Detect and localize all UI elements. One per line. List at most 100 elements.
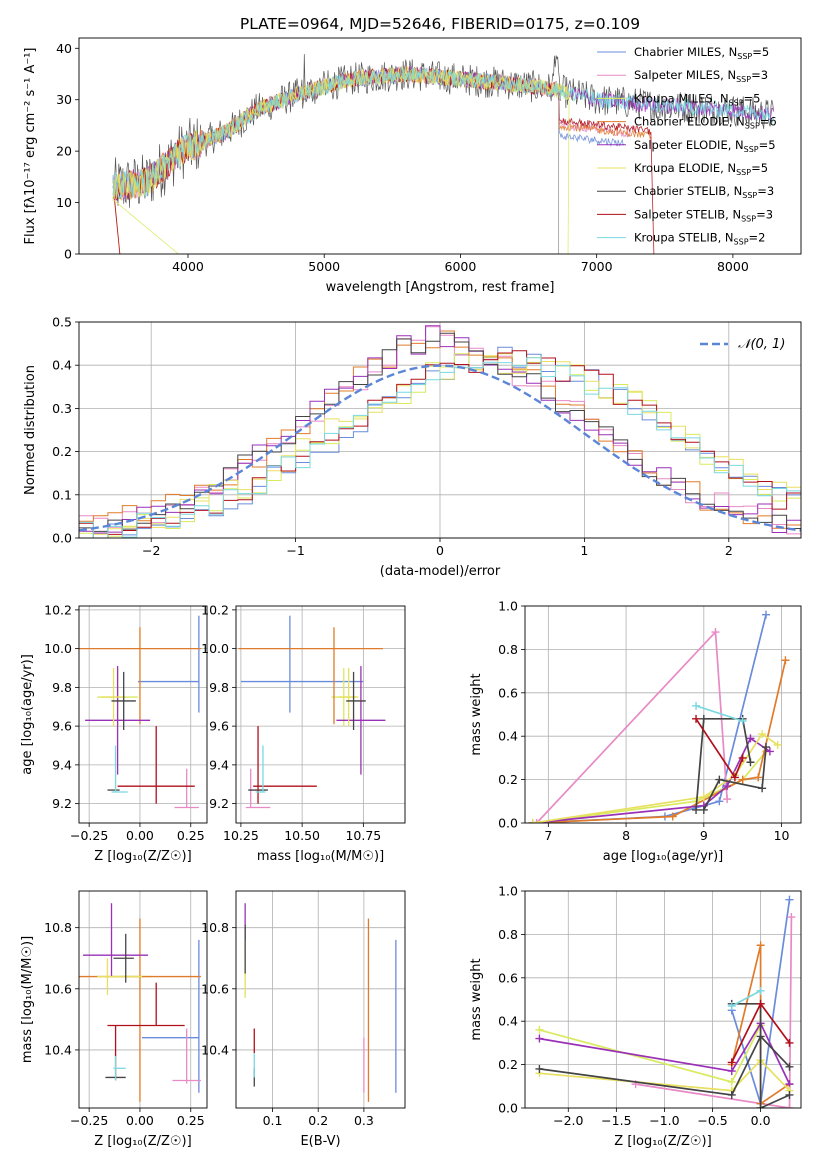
y-tick-label: 20 bbox=[56, 144, 72, 159]
weight-marker-6 bbox=[746, 758, 755, 767]
weight-marker-7 bbox=[730, 773, 739, 782]
weight-marker-3 bbox=[781, 656, 790, 665]
weight-marker-0 bbox=[715, 797, 724, 806]
weight-marker-1 bbox=[711, 628, 720, 637]
y-tick-label: 0.2 bbox=[498, 1057, 518, 1072]
y-tick-label: 30 bbox=[56, 92, 72, 107]
weight-marker-6 bbox=[692, 805, 701, 814]
spectrum-lines bbox=[112, 54, 774, 254]
y-tick-label: 0.0 bbox=[498, 1101, 518, 1116]
weight-marker-3 bbox=[668, 812, 677, 821]
weight-line-2 bbox=[532, 750, 767, 823]
weight-marker-2 bbox=[535, 1025, 544, 1034]
histogram-series-8 bbox=[79, 357, 801, 538]
x-tick-label: −2.0 bbox=[553, 1113, 583, 1128]
x-tick-label: 8000 bbox=[717, 259, 749, 274]
weight-marker-3 bbox=[756, 941, 765, 950]
plot-frame bbox=[524, 605, 802, 824]
y-tick-label: 0.2 bbox=[52, 444, 72, 459]
y-tick-label: 1.0 bbox=[498, 599, 518, 614]
mass-vs-extinction-panel: 0.1 0.2 0.3 10.4 10.6 10.8 E(B-V) bbox=[201, 890, 406, 1149]
y-tick-label: 10.2 bbox=[201, 602, 229, 617]
x-axis-label: wavelength [Angstrom, rest frame] bbox=[326, 280, 555, 295]
weight-marker-4 bbox=[746, 734, 755, 743]
legend-entry: Chabrier MILES, NSSP=5 bbox=[634, 45, 769, 61]
legend-entry: Salpeter STELIB, NSSP=3 bbox=[634, 207, 773, 223]
legend-entry: Kroupa ELODIE, NSSP=5 bbox=[634, 161, 768, 177]
x-axis-label: mass [log₁₀(M/M☉)] bbox=[257, 849, 384, 864]
x-tick-label: −2 bbox=[142, 543, 160, 558]
weight-marker-7 bbox=[785, 1038, 794, 1047]
weight-marker-8 bbox=[738, 717, 747, 726]
weight-line-6 bbox=[731, 1002, 790, 1108]
weight-marker-6 bbox=[785, 1090, 794, 1099]
histogram-series-6 bbox=[79, 332, 801, 532]
plot-frame bbox=[235, 605, 406, 824]
normal-reference-curve bbox=[79, 364, 801, 532]
weight-marker-8 bbox=[692, 701, 701, 710]
errorbars bbox=[79, 903, 201, 1102]
weight-marker-3 bbox=[738, 775, 747, 784]
weight-marker-6 bbox=[715, 775, 724, 784]
y-tick-label: 10 bbox=[56, 195, 72, 210]
weight-marker-2 bbox=[727, 1077, 736, 1086]
x-tick-label: 2 bbox=[725, 543, 733, 558]
weight-marker-6 bbox=[727, 1090, 736, 1099]
weight-marker-1 bbox=[723, 795, 732, 804]
weight-line-5 bbox=[532, 732, 779, 823]
weight-marker-0 bbox=[762, 610, 771, 619]
y-axis-label: mass weight bbox=[469, 673, 484, 755]
spectrum-line-8 bbox=[112, 65, 774, 200]
y-tick-label: 10.0 bbox=[44, 641, 72, 656]
weight-marker-1 bbox=[787, 913, 796, 922]
y-tick-label: 0.4 bbox=[498, 1014, 518, 1029]
weight-marker-5 bbox=[699, 792, 708, 801]
x-tick-label: 0.25 bbox=[177, 828, 205, 843]
weight-line-8 bbox=[731, 990, 761, 1007]
legend-entry: Kroupa STELIB, NSSP=2 bbox=[634, 231, 765, 247]
x-tick-label: 5000 bbox=[308, 259, 340, 274]
y-axis-label: age [log₁₀(age/yr)] bbox=[20, 654, 35, 775]
x-tick-label: 10 bbox=[774, 828, 790, 843]
weight-marker-6 bbox=[758, 784, 767, 793]
weight-lines bbox=[535, 895, 796, 1108]
y-tick-label: 0.5 bbox=[52, 315, 72, 330]
weight-marker-6 bbox=[756, 1032, 765, 1041]
y-tick-label: 9.2 bbox=[52, 796, 72, 811]
x-tick-label: 0.2 bbox=[308, 1113, 328, 1128]
y-tick-label: 0.1 bbox=[52, 487, 72, 502]
x-axis-label: age [log₁₀(age/yr)] bbox=[603, 849, 724, 864]
weight-marker-4 bbox=[765, 747, 774, 756]
y-tick-label: 9.4 bbox=[209, 757, 229, 772]
x-axis-label: (data-model)/error bbox=[380, 564, 501, 579]
weight-marker-5 bbox=[758, 730, 767, 739]
y-axis-label: mass [log₁₀(M/M☉)] bbox=[20, 936, 35, 1063]
x-tick-label: 9 bbox=[700, 828, 708, 843]
errorbars bbox=[244, 903, 397, 1102]
legend-entry: Salpeter MILES, NSSP=3 bbox=[634, 68, 768, 84]
y-tick-label: 10.0 bbox=[201, 641, 229, 656]
x-tick-label: −0.25 bbox=[70, 1113, 108, 1128]
x-tick-label: 0.0 bbox=[751, 1113, 771, 1128]
y-tick-label: 0.6 bbox=[498, 685, 518, 700]
x-tick-label: −0.5 bbox=[697, 1113, 727, 1128]
x-tick-label: −1 bbox=[286, 543, 304, 558]
mass-weight-vs-age-panel: 7 8 9 10 0.0 0.2 0.4 0.6 0.8 1.0 age [log₁₀(age/yr… bbox=[469, 599, 802, 864]
weight-line-4 bbox=[539, 1021, 791, 1085]
x-tick-label: 0.25 bbox=[177, 1113, 205, 1128]
y-tick-label: 0.0 bbox=[498, 816, 518, 831]
weight-marker-6 bbox=[756, 1104, 765, 1108]
x-tick-label: 10.50 bbox=[284, 828, 320, 843]
y-tick-label: 10.8 bbox=[201, 920, 229, 935]
legend-entry: 𝒩(0, 1) bbox=[738, 337, 785, 352]
x-tick-label: 0.3 bbox=[354, 1113, 374, 1128]
y-tick-label: 0 bbox=[64, 247, 72, 262]
x-axis-label: Z [log₁₀(Z/Z☉)] bbox=[94, 849, 191, 864]
weight-marker-8 bbox=[756, 986, 765, 995]
weight-marker-7 bbox=[692, 714, 701, 723]
y-tick-label: 0.4 bbox=[52, 358, 72, 373]
plot-frame bbox=[78, 37, 802, 255]
weight-marker-5 bbox=[528, 819, 537, 823]
y-tick-label: 9.6 bbox=[52, 719, 72, 734]
